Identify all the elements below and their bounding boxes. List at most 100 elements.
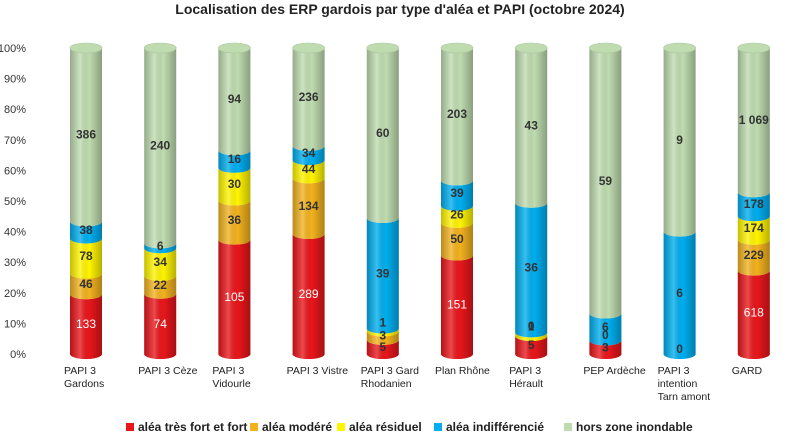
data-label: 1 [379, 316, 386, 330]
data-label: 39 [376, 266, 390, 280]
bar-segment-shade [589, 340, 622, 359]
bar-segment-shade [292, 145, 325, 166]
data-label: 151 [447, 298, 467, 312]
bar-segment-shade [218, 48, 251, 156]
bar-top [366, 42, 400, 54]
bar-segment-shade [366, 339, 399, 359]
data-label: 26 [450, 207, 464, 221]
y-axis: 0% 10% 20% 30% 40% 50% 60% 70% 80% 90% 100% [0, 43, 26, 361]
data-label: 46 [79, 277, 93, 291]
data-label: 105 [224, 290, 244, 304]
bar-segment-shade [70, 273, 102, 300]
bar-segment-shade [441, 255, 473, 359]
data-label: 0 [528, 319, 535, 333]
bar-top [218, 42, 251, 54]
y-tick-label: 10% [4, 318, 26, 330]
bar-segment-shade [663, 231, 696, 359]
data-label: 16 [228, 152, 242, 166]
bar-segment-shade [515, 336, 548, 359]
data-label: 44 [302, 162, 316, 176]
legend-label: hors zone inondable [576, 420, 693, 434]
legend-item: aléa très fort et fort [126, 420, 247, 434]
y-tick-label: 70% [4, 135, 26, 147]
category-label: PAPI 3 [658, 365, 690, 377]
data-label: 229 [744, 248, 764, 262]
bar-top [737, 42, 771, 54]
data-label: 3 [602, 340, 609, 354]
category-label: GARD [732, 365, 763, 377]
data-label: 289 [299, 287, 319, 301]
data-label: 5 [379, 340, 386, 354]
bar-segment-shade [70, 294, 102, 359]
bar-segment-shade [292, 178, 325, 240]
category-label: Rhodanien [361, 378, 412, 390]
data-label: 240 [150, 139, 170, 153]
data-label: 9 [676, 133, 683, 147]
data-label: 39 [450, 186, 464, 200]
y-tick-label: 0% [10, 349, 26, 361]
category-label: intention [658, 378, 698, 390]
category-label: PAPI 3 [212, 365, 244, 377]
bar-segment-shade [441, 205, 473, 228]
bar-segment-shade [292, 48, 325, 151]
data-label: 36 [525, 261, 539, 275]
bar-segment-shade [144, 243, 177, 254]
data-label: 0 [676, 342, 683, 356]
category-label: PAPI 3 Gard [361, 365, 419, 377]
bar-segment-shade [441, 48, 473, 186]
bar-segment-shade [589, 313, 622, 346]
data-label: 34 [154, 255, 168, 269]
legend-item: aléa indifférencié [434, 420, 544, 434]
bar-top [514, 42, 548, 54]
bar-segment-shade [218, 167, 251, 206]
bar-segment-shade [292, 234, 325, 359]
data-label: 5 [528, 338, 535, 352]
y-tick-label: 60% [4, 165, 26, 177]
bar-segment-shade [144, 275, 177, 299]
bar-top [69, 42, 103, 54]
bar-segment-shade [218, 200, 251, 245]
data-label: 386 [76, 128, 96, 142]
bar-segment-shade [144, 293, 177, 359]
data-label: 38 [79, 223, 93, 237]
bar-segment-shade [70, 221, 102, 244]
data-label: 43 [525, 118, 539, 132]
data-label: 36 [228, 213, 242, 227]
bar-segment-shade [366, 48, 399, 224]
category-label: PAPI 3 Cèze [138, 365, 197, 377]
category-label: PEP Ardèche [583, 365, 645, 377]
bar-segment-shade [737, 239, 770, 276]
bar-segment-shade [441, 180, 473, 211]
bar-top [589, 42, 622, 54]
legend-label: aléa modéré [262, 420, 332, 434]
bar-segment-shade [144, 248, 177, 281]
category-label: PAPI 3 [64, 365, 96, 377]
legend-label: aléa résiduel [349, 420, 422, 434]
bar-segment-shade [515, 48, 548, 208]
legend-item: aléa résiduel [337, 420, 422, 434]
bar-top [663, 42, 696, 54]
y-tick-label: 40% [4, 227, 26, 239]
data-label: 60 [376, 126, 390, 140]
bar-segment-shade [366, 218, 399, 334]
bar-segment-shade [589, 48, 622, 319]
bar-segment-shade [218, 150, 251, 173]
bar-segment-shade [515, 332, 548, 342]
legend-swatch [434, 423, 442, 431]
data-label: 59 [599, 174, 613, 188]
category-label: PAPI 3 Vistre [287, 365, 349, 377]
bar-segment-shade [366, 328, 399, 337]
y-tick-label: 100% [0, 43, 26, 55]
data-label: 174 [744, 221, 764, 235]
bar-top [143, 42, 177, 54]
bars [69, 42, 771, 359]
category-label: Tarn amont [658, 391, 711, 403]
bar-segment-shade [663, 48, 696, 237]
y-tick-label: 30% [4, 257, 26, 269]
data-label: 78 [79, 249, 93, 263]
category-label: Gardons [64, 378, 104, 390]
bar-top [292, 42, 325, 54]
bar-segment-shade [218, 239, 251, 359]
y-tick-label: 90% [4, 74, 26, 86]
data-labels: 1334678383867422346240105363016942891344… [76, 90, 769, 356]
